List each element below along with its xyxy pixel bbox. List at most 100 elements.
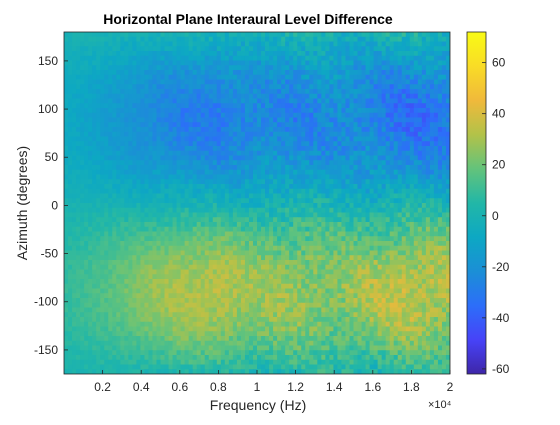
heatmap-cell [232, 155, 238, 161]
heatmap-cell [377, 32, 383, 38]
heatmap-cell [341, 184, 347, 190]
heatmap-cell [112, 193, 117, 199]
heatmap-cell [156, 264, 162, 271]
heatmap-cell [257, 93, 262, 100]
heatmap-cell [228, 274, 234, 280]
heatmap-cell [393, 274, 399, 280]
heatmap-cell [357, 46, 363, 52]
heatmap-cell [429, 103, 435, 109]
heatmap-cell [140, 231, 146, 237]
heatmap-cell [204, 226, 210, 233]
heatmap-cell [220, 245, 226, 252]
heatmap-cell [176, 184, 182, 190]
heatmap-cell [409, 250, 415, 256]
heatmap-cell [140, 241, 146, 247]
heatmap-cell [140, 141, 146, 147]
heatmap-cell [236, 122, 242, 128]
heatmap-cell [80, 46, 85, 52]
heatmap-cell [325, 136, 330, 142]
heatmap-cell [377, 112, 383, 119]
heatmap-cell [285, 93, 290, 100]
heatmap-cell [301, 160, 306, 166]
heatmap-cell [132, 146, 137, 152]
heatmap-cell [381, 150, 387, 157]
heatmap-cell [405, 222, 411, 228]
heatmap-cell [144, 226, 150, 233]
heatmap-cell [341, 264, 347, 271]
heatmap-cell [381, 269, 387, 275]
heatmap-cell [244, 255, 250, 261]
heatmap-cell [313, 74, 318, 81]
heatmap-cell [96, 165, 101, 171]
heatmap-cell [148, 36, 154, 43]
heatmap-cell [397, 112, 403, 119]
heatmap-cell [160, 146, 166, 152]
heatmap-cell [321, 269, 326, 275]
heatmap-cell [152, 231, 158, 237]
heatmap-cell [144, 41, 150, 47]
heatmap-cell [445, 146, 450, 152]
heatmap-cell [120, 184, 125, 190]
heatmap-cell [377, 127, 383, 133]
heatmap-cell [373, 32, 379, 38]
heatmap-cell [393, 198, 399, 204]
heatmap-cell [216, 264, 222, 271]
heatmap-cell [301, 36, 306, 43]
heatmap-cell [140, 127, 146, 133]
heatmap-cell [204, 193, 210, 199]
heatmap-cell [120, 274, 125, 280]
heatmap-cell [240, 108, 246, 114]
heatmap-cell [84, 231, 89, 237]
heatmap-cell [277, 236, 282, 242]
heatmap-cell [417, 226, 423, 233]
heatmap-cell [353, 260, 359, 266]
heatmap-cell [373, 250, 379, 256]
heatmap-cell [96, 274, 101, 280]
heatmap-cell [313, 108, 318, 114]
heatmap-cell [337, 74, 343, 81]
heatmap-cell [301, 212, 306, 218]
heatmap-cell [393, 89, 399, 95]
heatmap-cell [156, 117, 162, 123]
heatmap-cell [393, 236, 399, 242]
heatmap-cell [377, 245, 383, 252]
heatmap-cell [285, 188, 290, 195]
heatmap-cell [425, 179, 431, 185]
heatmap-cell [401, 165, 407, 171]
heatmap-cell [377, 193, 383, 199]
heatmap-cell [445, 141, 450, 147]
heatmap-cell [156, 222, 162, 228]
heatmap-cell [325, 174, 330, 180]
heatmap-cell [417, 36, 423, 43]
heatmap-cell [132, 117, 137, 123]
heatmap-cell [252, 51, 258, 57]
heatmap-cell [265, 131, 270, 138]
heatmap-cell [80, 65, 85, 71]
heatmap-cell [369, 250, 375, 256]
heatmap-cell [385, 93, 391, 100]
heatmap-cell [64, 174, 69, 180]
heatmap-cell [84, 65, 89, 71]
heatmap-cell [309, 55, 314, 62]
heatmap-cell [160, 70, 166, 76]
heatmap-cell [148, 193, 154, 199]
heatmap-cell [244, 141, 250, 147]
heatmap-cell [445, 165, 450, 171]
heatmap-cell [80, 217, 85, 223]
heatmap-cell [212, 165, 218, 171]
heatmap-cell [128, 70, 133, 76]
heatmap-cell [361, 112, 367, 119]
heatmap-cell [92, 108, 97, 114]
heatmap-cell [345, 269, 351, 275]
heatmap-cell [297, 193, 302, 199]
heatmap-cell [317, 184, 322, 190]
heatmap-cell [285, 98, 290, 104]
heatmap-cell [240, 236, 246, 242]
heatmap-cell [377, 160, 383, 166]
heatmap-cell [188, 222, 194, 228]
heatmap-cell [345, 74, 351, 81]
heatmap-cell [128, 108, 133, 114]
heatmap-cell [293, 46, 298, 52]
heatmap-cell [184, 165, 190, 171]
heatmap-cell [212, 155, 218, 161]
